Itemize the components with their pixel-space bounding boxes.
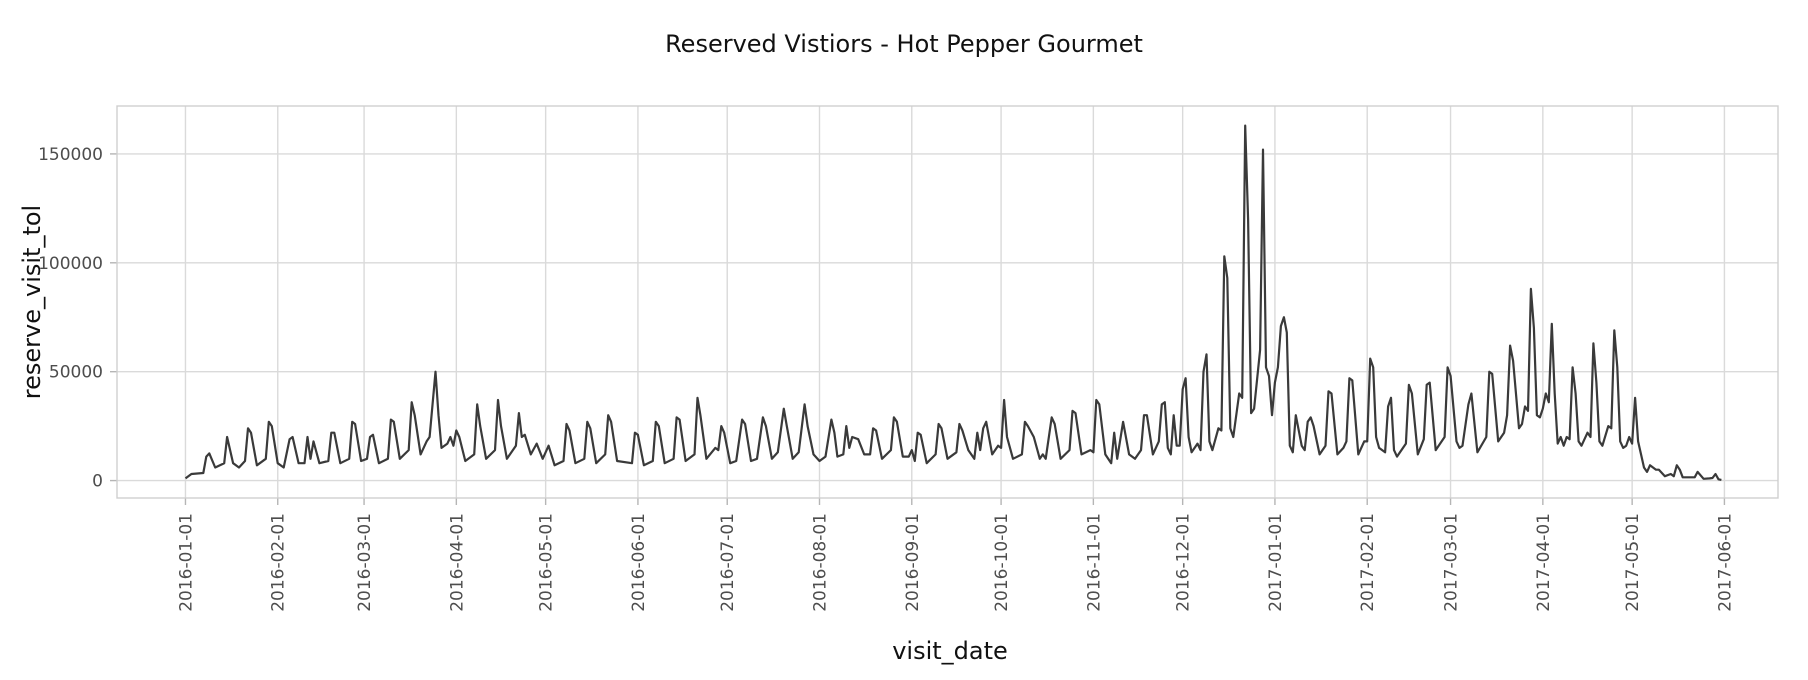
x-tick-label: 2016-04-01 [447,513,467,612]
ticks: 0 50000 100000 150000 2016-01-01 2016-02-01 20… [38,145,1735,612]
chart-title: Reserved Vistiors - Hot Pepper Gourmet [665,30,1143,58]
x-tick-label: 2017-02-01 [1358,513,1378,612]
series-layer [184,124,1722,481]
x-tick-label: 2016-10-01 [992,513,1012,612]
x-tick-label: 2016-01-01 [176,513,196,612]
x-axis-title: visit_date [892,637,1008,665]
y-tick-label: 50000 [49,363,103,383]
x-tick-label: 2016-11-01 [1084,513,1104,612]
x-tick-label: 2017-06-01 [1715,513,1735,612]
x-tick-label: 2016-09-01 [903,513,923,612]
y-axis-title: reserve_visit_tol [18,205,46,399]
y-tick-label: 100000 [38,254,103,274]
grid [117,106,1778,498]
series-line [184,124,1722,481]
x-tick-label: 2016-03-01 [355,513,375,612]
x-tick-label: 2017-04-01 [1534,513,1554,612]
y-tick-label: 150000 [38,145,103,165]
plot-panel [116,105,1779,499]
x-tick-label: 2017-01-01 [1266,513,1286,612]
x-tick-label: 2016-08-01 [811,513,831,612]
x-tick-label: 2016-06-01 [629,513,649,612]
x-tick-label: 2016-12-01 [1174,513,1194,612]
x-tick-label: 2017-05-01 [1623,513,1643,612]
y-tick-label: 0 [92,472,103,492]
x-tick-label: 2016-07-01 [718,513,738,612]
x-tick-label: 2016-02-01 [269,513,289,612]
x-tick-label: 2017-03-01 [1442,513,1462,612]
x-tick-label: 2016-05-01 [537,513,557,612]
